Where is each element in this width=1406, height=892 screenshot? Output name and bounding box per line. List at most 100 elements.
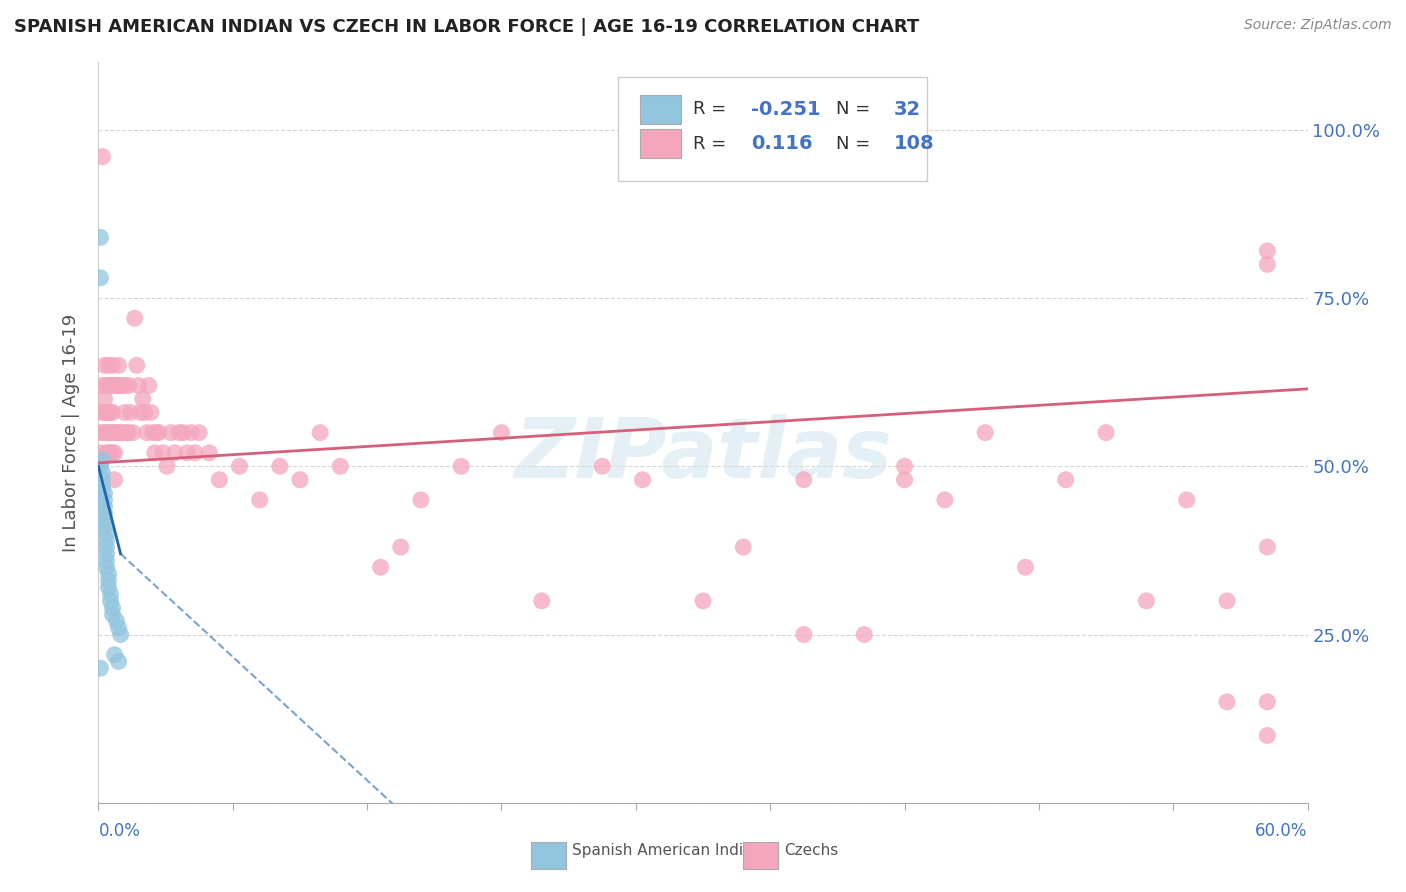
Point — [370, 560, 392, 574]
Point — [93, 507, 115, 521]
Point — [167, 425, 190, 440]
Point — [893, 459, 915, 474]
Point — [97, 405, 120, 419]
Point — [89, 459, 111, 474]
Point — [96, 560, 118, 574]
Point — [105, 378, 128, 392]
Point — [96, 425, 118, 440]
Text: 0.116: 0.116 — [751, 135, 813, 153]
Point — [96, 405, 118, 419]
Point — [152, 446, 174, 460]
Point — [96, 540, 118, 554]
Point — [853, 627, 876, 641]
Point — [91, 479, 114, 493]
Point — [114, 405, 136, 419]
Point — [1135, 594, 1157, 608]
Point — [97, 574, 120, 588]
Point — [97, 566, 120, 581]
Point — [93, 405, 115, 419]
Point — [142, 425, 165, 440]
Text: R =: R = — [693, 135, 727, 153]
Point — [89, 661, 111, 675]
Text: -0.251: -0.251 — [751, 100, 821, 119]
Point — [96, 446, 118, 460]
Point — [134, 405, 156, 419]
Point — [1175, 492, 1198, 507]
Point — [101, 607, 124, 622]
Point — [160, 425, 183, 440]
Point — [93, 359, 115, 373]
Point — [128, 378, 150, 392]
Point — [114, 378, 136, 392]
Point — [974, 425, 997, 440]
Point — [124, 311, 146, 326]
Point — [139, 405, 162, 419]
Point — [91, 378, 114, 392]
Point — [110, 627, 132, 641]
Point — [450, 459, 472, 474]
Point — [96, 553, 118, 567]
Point — [530, 594, 553, 608]
Point — [101, 425, 124, 440]
Point — [163, 446, 186, 460]
Point — [100, 446, 122, 460]
Point — [184, 446, 207, 460]
Point — [101, 378, 124, 392]
Point — [110, 378, 132, 392]
Point — [91, 473, 114, 487]
Point — [93, 500, 115, 514]
Point — [105, 614, 128, 628]
Point — [93, 486, 115, 500]
Text: N =: N = — [837, 135, 870, 153]
Point — [101, 359, 124, 373]
Point — [120, 405, 142, 419]
Point — [97, 378, 120, 392]
FancyBboxPatch shape — [640, 95, 682, 123]
Text: Source: ZipAtlas.com: Source: ZipAtlas.com — [1244, 18, 1392, 32]
Point — [100, 425, 122, 440]
Point — [146, 425, 169, 440]
Point — [631, 473, 654, 487]
Point — [96, 547, 118, 561]
Point — [1256, 729, 1278, 743]
Point — [793, 473, 815, 487]
Point — [97, 581, 120, 595]
Text: R =: R = — [693, 100, 727, 118]
Point — [91, 405, 114, 419]
Point — [93, 425, 115, 440]
Point — [97, 446, 120, 460]
Point — [1256, 540, 1278, 554]
Text: Spanish American Indians: Spanish American Indians — [572, 844, 770, 858]
Point — [692, 594, 714, 608]
Point — [148, 425, 170, 440]
Point — [893, 473, 915, 487]
Point — [103, 473, 125, 487]
Y-axis label: In Labor Force | Age 16-19: In Labor Force | Age 16-19 — [62, 313, 80, 552]
Point — [89, 446, 111, 460]
Point — [1216, 594, 1239, 608]
Point — [100, 587, 122, 601]
Point — [132, 392, 155, 406]
Point — [138, 378, 160, 392]
Point — [1256, 257, 1278, 271]
Point — [97, 359, 120, 373]
Point — [1216, 695, 1239, 709]
FancyBboxPatch shape — [531, 842, 567, 870]
Point — [91, 150, 114, 164]
Point — [103, 425, 125, 440]
Point — [105, 425, 128, 440]
Point — [107, 378, 129, 392]
Point — [93, 520, 115, 534]
Point — [89, 270, 111, 285]
Text: 0.0%: 0.0% — [98, 822, 141, 840]
Point — [107, 425, 129, 440]
Point — [288, 473, 311, 487]
Point — [91, 452, 114, 467]
Point — [107, 655, 129, 669]
Point — [100, 405, 122, 419]
Point — [208, 473, 231, 487]
Point — [329, 459, 352, 474]
Point — [228, 459, 250, 474]
FancyBboxPatch shape — [640, 129, 682, 158]
Point — [125, 359, 148, 373]
